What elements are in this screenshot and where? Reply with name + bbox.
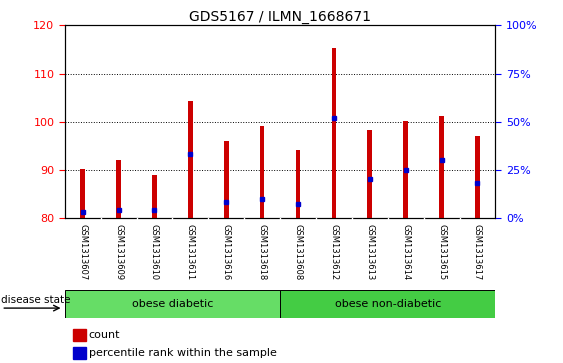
- Text: obese diabetic: obese diabetic: [132, 299, 213, 309]
- Text: count: count: [89, 330, 120, 340]
- Bar: [81, 169, 85, 218]
- Text: GSM1313614: GSM1313614: [401, 224, 410, 280]
- Text: percentile rank within the sample: percentile rank within the sample: [89, 348, 277, 358]
- Bar: [116, 160, 121, 218]
- Bar: [260, 126, 265, 218]
- Text: GSM1313607: GSM1313607: [78, 224, 87, 280]
- Text: GSM1313617: GSM1313617: [473, 224, 482, 280]
- Bar: [280, 290, 495, 318]
- Text: GSM1313609: GSM1313609: [114, 224, 123, 280]
- Bar: [65, 290, 280, 318]
- Bar: [224, 141, 229, 218]
- Text: GSM1313613: GSM1313613: [365, 224, 374, 280]
- Text: GSM1313618: GSM1313618: [258, 224, 267, 280]
- Text: GSM1313611: GSM1313611: [186, 224, 195, 280]
- Bar: [73, 329, 86, 341]
- Bar: [475, 136, 480, 218]
- Bar: [368, 130, 372, 218]
- Text: GSM1313616: GSM1313616: [222, 224, 231, 280]
- Bar: [152, 175, 157, 218]
- Bar: [332, 49, 336, 218]
- Text: disease state: disease state: [1, 295, 71, 305]
- Bar: [403, 121, 408, 218]
- Title: GDS5167 / ILMN_1668671: GDS5167 / ILMN_1668671: [189, 11, 371, 24]
- Text: GSM1313610: GSM1313610: [150, 224, 159, 280]
- Text: GSM1313608: GSM1313608: [293, 224, 302, 280]
- Bar: [296, 150, 301, 218]
- Bar: [73, 347, 86, 359]
- Text: GSM1313612: GSM1313612: [329, 224, 338, 280]
- Text: obese non-diabetic: obese non-diabetic: [334, 299, 441, 309]
- Text: GSM1313615: GSM1313615: [437, 224, 446, 280]
- Bar: [188, 101, 193, 218]
- Bar: [439, 116, 444, 218]
